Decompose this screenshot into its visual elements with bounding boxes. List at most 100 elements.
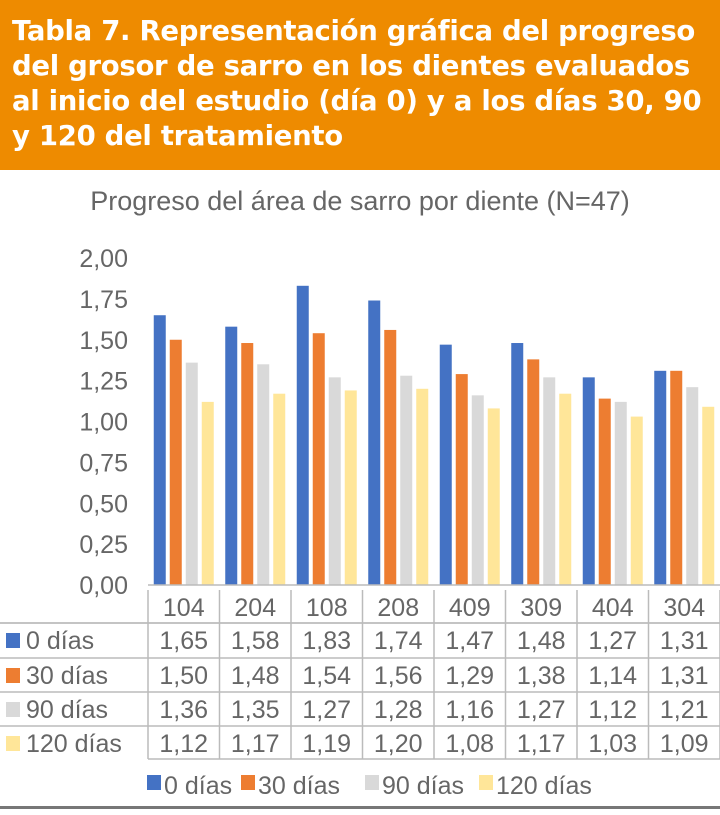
- legend-label: 30 días: [258, 772, 340, 800]
- bar-0-días-204: [225, 326, 238, 585]
- legend-swatch: [365, 775, 379, 790]
- bar-30-días-409: [455, 374, 468, 585]
- table-cell: 1,58: [231, 627, 280, 655]
- table-cell: 1,16: [445, 696, 494, 724]
- bar-120-días-309: [559, 393, 572, 585]
- legend-label: 120 días: [496, 772, 592, 800]
- bar-0-días-404: [582, 377, 595, 585]
- table-header: Tabla 7. Representación gráfica del prog…: [0, 0, 720, 170]
- bar-120-días-404: [630, 416, 643, 585]
- y-tick-label: 1,25: [79, 368, 128, 396]
- table-cell: 1,31: [660, 627, 709, 655]
- table-cell: 1,17: [517, 730, 566, 758]
- bar-120-días-108: [344, 390, 357, 585]
- bar-120-días-304: [702, 406, 715, 585]
- table-cell: 1,27: [517, 696, 566, 724]
- y-tick-label: 0,25: [79, 531, 128, 559]
- category-label: 409: [449, 594, 491, 622]
- table-cell: 1,83: [302, 627, 351, 655]
- table-cell: 1,31: [660, 662, 709, 690]
- table-cell: 1,27: [302, 696, 351, 724]
- bar-120-días-409: [487, 408, 500, 585]
- bar-0-días-409: [439, 344, 452, 585]
- bar-30-días-204: [241, 343, 254, 585]
- legend-label: 90 días: [382, 772, 464, 800]
- bar-30-días-309: [527, 359, 540, 585]
- bar-90-días-208: [400, 375, 413, 585]
- table-cell: 1,08: [445, 730, 494, 758]
- table-cell: 1,21: [660, 696, 709, 724]
- category-label: 404: [592, 594, 634, 622]
- table-cell: 1,03: [588, 730, 637, 758]
- y-tick-label: 1,50: [79, 327, 128, 355]
- table-cell: 1,28: [374, 696, 423, 724]
- table-cell: 1,56: [374, 662, 423, 690]
- bar-0-días-208: [368, 300, 381, 585]
- table-cell: 1,19: [302, 730, 351, 758]
- bar-90-días-409: [471, 395, 484, 585]
- legend-swatch: [241, 775, 255, 790]
- table-cell: 1,17: [231, 730, 280, 758]
- series-label: 120 días: [26, 730, 122, 758]
- bar-0-días-104: [153, 315, 166, 585]
- y-tick-label: 1,75: [79, 286, 128, 314]
- bar-chart: Progreso del área de sarro por diente (N…: [0, 186, 720, 800]
- category-label: 309: [520, 594, 562, 622]
- y-tick-label: 0,50: [79, 490, 128, 518]
- table-cell: 1,20: [374, 730, 423, 758]
- y-tick-label: 2,00: [79, 245, 128, 273]
- table-cell: 1,12: [159, 730, 208, 758]
- category-label: 208: [377, 594, 419, 622]
- table-cell: 1,74: [374, 627, 423, 655]
- bar-0-días-309: [511, 343, 524, 585]
- legend-key-90-días: [6, 702, 20, 717]
- bar-90-días-108: [328, 377, 341, 585]
- legend-key-120-días: [6, 736, 20, 751]
- category-label: 204: [234, 594, 276, 622]
- table-cell: 1,48: [517, 627, 566, 655]
- bar-0-días-304: [654, 370, 667, 585]
- table-cell: 1,12: [588, 696, 637, 724]
- category-label: 108: [306, 594, 348, 622]
- series-label: 90 días: [26, 696, 108, 724]
- category-label: 104: [163, 594, 205, 622]
- table-cell: 1,35: [231, 696, 280, 724]
- bar-30-días-304: [670, 370, 683, 585]
- category-label: 304: [663, 594, 705, 622]
- chart-title: Progreso del área de sarro por diente (N…: [90, 186, 630, 216]
- legend-label: 0 días: [164, 772, 232, 800]
- bar-30-días-108: [312, 333, 325, 585]
- bar-90-días-304: [686, 387, 699, 585]
- table-cell: 1,48: [231, 662, 280, 690]
- table-cell: 1,65: [159, 627, 208, 655]
- series-label: 30 días: [26, 662, 108, 690]
- series-label: 0 días: [26, 627, 94, 655]
- bar-30-días-208: [384, 329, 397, 585]
- bar-90-días-404: [614, 401, 627, 585]
- table-title: Tabla 7. Representación gráfica del prog…: [12, 15, 702, 152]
- table-cell: 1,47: [445, 627, 494, 655]
- legend-key-0-días: [6, 633, 20, 648]
- bar-120-días-104: [201, 401, 214, 585]
- table-cell: 1,50: [159, 662, 208, 690]
- y-tick-label: 1,00: [79, 409, 128, 437]
- legend-swatch: [479, 775, 493, 790]
- bar-30-días-104: [169, 339, 182, 585]
- y-tick-label: 0,00: [79, 572, 128, 600]
- bar-90-días-309: [543, 377, 556, 585]
- bar-90-días-104: [185, 362, 198, 585]
- bar-30-días-404: [598, 398, 611, 585]
- table-cell: 1,54: [302, 662, 351, 690]
- bar-120-días-204: [273, 393, 286, 585]
- table-cell: 1,27: [588, 627, 637, 655]
- y-tick-label: 0,75: [79, 449, 128, 477]
- divider: [0, 806, 720, 809]
- bar-90-días-204: [257, 364, 270, 585]
- table-cell: 1,36: [159, 696, 208, 724]
- table-cell: 1,09: [660, 730, 709, 758]
- bar-120-días-208: [416, 388, 429, 585]
- legend-key-30-días: [6, 668, 20, 683]
- table-cell: 1,14: [588, 662, 637, 690]
- table-cell: 1,38: [517, 662, 566, 690]
- table-cell: 1,29: [445, 662, 494, 690]
